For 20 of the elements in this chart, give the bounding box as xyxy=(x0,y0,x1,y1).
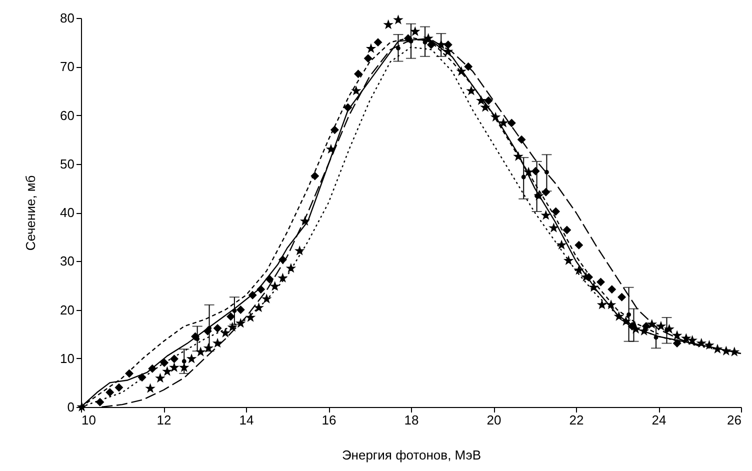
y-tick-label: 80 xyxy=(60,10,74,26)
x-tick-label: 18 xyxy=(404,412,419,428)
y-tick-label: 60 xyxy=(60,108,74,123)
x-tick-label: 22 xyxy=(569,412,584,428)
y-tick-label: 50 xyxy=(60,156,74,172)
y-tick-label: 70 xyxy=(60,59,74,74)
x-tick-label: 20 xyxy=(486,412,502,428)
x-tick-label: 14 xyxy=(239,412,254,428)
y-tick-label: 40 xyxy=(60,205,74,220)
x-tick-label: 24 xyxy=(652,412,666,428)
x-tick-label: 16 xyxy=(322,412,336,428)
x-tick-label: 10 xyxy=(82,412,96,428)
x-tick-label: 12 xyxy=(156,412,172,428)
y-tick-label: 30 xyxy=(60,254,74,269)
y-tick-label: 20 xyxy=(60,302,74,318)
y-tick-label: 10 xyxy=(60,350,74,366)
x-tick-label: 26 xyxy=(727,412,742,428)
y-axis-title: Сечение, мб xyxy=(23,175,38,251)
y-tick-label: 0 xyxy=(67,400,74,414)
x-axis-title: Энергия фотонов, МэВ xyxy=(342,448,482,462)
